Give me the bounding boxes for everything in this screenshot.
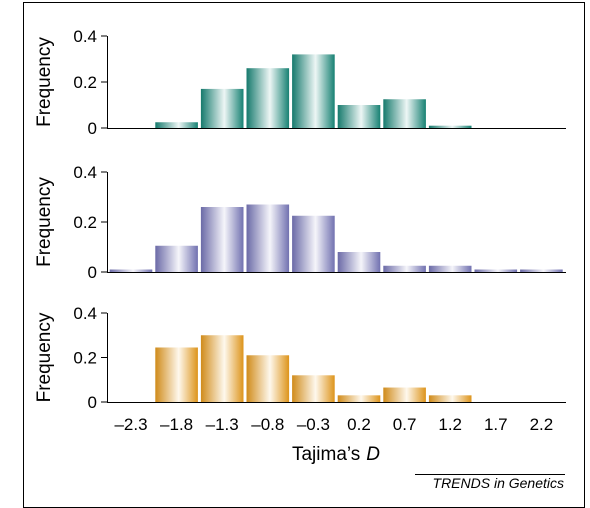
x-tick-label: 1.7 — [484, 415, 508, 434]
y-tick-label: 0.4 — [73, 27, 97, 46]
y-axis-label: Frequency — [34, 177, 55, 267]
y-tick-label: 0.2 — [73, 73, 97, 92]
y-axis-label: Frequency — [34, 312, 55, 402]
y-tick-label: 0.4 — [73, 304, 97, 323]
bar — [337, 105, 381, 128]
x-tick-label: –1.3 — [206, 415, 239, 434]
y-tick-label: 0 — [88, 119, 97, 138]
panel-3: 0 0.2 0.4 Frequency — [34, 304, 566, 412]
x-tick-label: –0.3 — [297, 415, 330, 434]
bar — [292, 215, 335, 272]
y-tick-label: 0 — [88, 393, 97, 412]
bar — [383, 99, 426, 128]
credit-text: TRENDS in Genetics — [433, 475, 564, 491]
y-tick-label: 0.2 — [73, 213, 97, 232]
bar — [292, 54, 335, 128]
bar — [200, 207, 244, 272]
x-axis-label: Tajima’s D — [292, 444, 380, 465]
bar — [155, 122, 198, 128]
bar — [109, 269, 153, 272]
x-tick-label: –1.8 — [160, 415, 193, 434]
x-tick-label: –0.8 — [251, 415, 284, 434]
bar — [155, 347, 198, 402]
x-axis-tick-labels: –2.3 –1.8 –1.3 –0.8 –0.3 0.2 0.7 1.2 1.7 2.2 — [114, 415, 553, 434]
x-tick-label: 0.2 — [347, 415, 371, 434]
y-tick-label: 0.2 — [73, 349, 97, 368]
x-tick-label: –2.3 — [114, 415, 147, 434]
bar — [337, 252, 381, 272]
bar — [428, 125, 472, 128]
histogram-panels: 0 0.2 0.4 Frequency 0 0.2 0.4 Frequency 0 0.2 0.4 F… — [34, 27, 566, 412]
bar — [428, 395, 472, 402]
y-tick-label: 0.4 — [73, 163, 97, 182]
bar — [200, 335, 244, 402]
bar — [246, 204, 290, 272]
bar — [383, 265, 426, 272]
panel-1: 0 0.2 0.4 Frequency — [34, 27, 566, 138]
bar — [155, 245, 198, 272]
bar — [383, 387, 426, 402]
x-tick-label: 1.2 — [438, 415, 462, 434]
bar — [292, 375, 335, 402]
x-tick-label: 0.7 — [393, 415, 417, 434]
x-tick-label: 2.2 — [530, 415, 554, 434]
bar — [246, 68, 290, 128]
bar — [520, 269, 563, 272]
x-axis-label-italic: D — [366, 444, 380, 465]
y-axis-label: Frequency — [34, 37, 55, 127]
bar — [474, 269, 518, 272]
bar — [246, 355, 290, 402]
bar — [428, 265, 472, 272]
y-tick-label: 0 — [88, 263, 97, 282]
panel-2: 0 0.2 0.4 Frequency — [34, 163, 566, 282]
bar — [337, 395, 381, 402]
bar — [200, 88, 244, 128]
x-axis-label-text: Tajima’s — [292, 444, 360, 465]
